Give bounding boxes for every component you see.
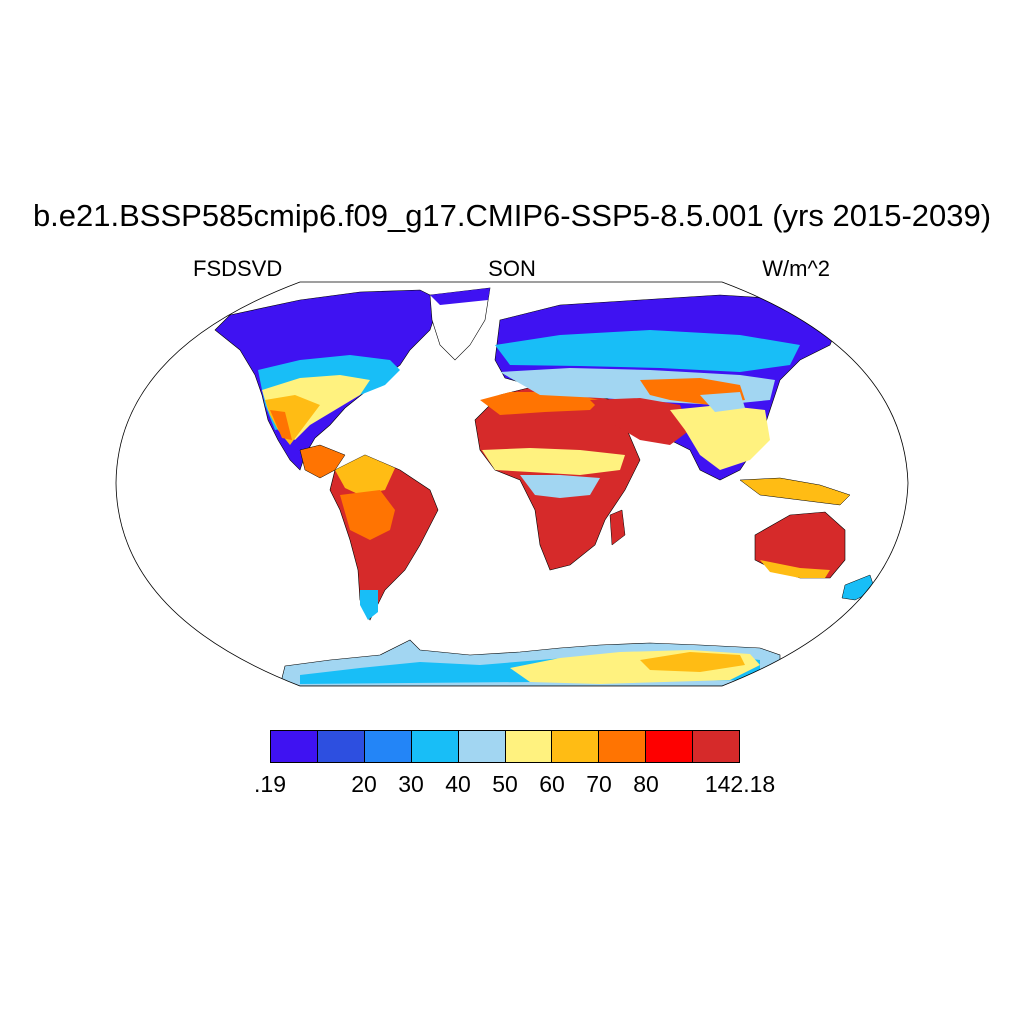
africa-south-central <box>535 500 600 555</box>
season-label: SON <box>488 256 536 281</box>
mexico-west <box>270 410 292 440</box>
madagascar <box>609 509 626 546</box>
variable-label: FSDSVD <box>193 256 283 281</box>
south-asia <box>670 405 770 470</box>
colorbar-tick-label: 142.18 <box>704 771 776 797</box>
south-america-central <box>340 490 395 540</box>
greenland-coast <box>430 288 490 305</box>
colorbar-tick-label: 20 <box>351 771 377 797</box>
greenland <box>429 287 491 361</box>
australia-south-coast <box>760 560 830 578</box>
colorbar-tick-label: 30 <box>398 771 424 797</box>
colorbar-tick-label: .19 <box>254 771 286 797</box>
colorbar-tick-label: 80 <box>633 771 659 797</box>
tibet <box>700 392 745 412</box>
map-frame <box>115 281 909 687</box>
africa-equator <box>520 475 600 498</box>
colorbar-swatch <box>693 731 740 762</box>
units-label: W/m^2 <box>762 256 830 281</box>
colorbar-swatch <box>364 731 412 762</box>
colorbar-swatch <box>271 731 318 762</box>
colorbar-swatch <box>552 731 600 762</box>
eurasia-mid-band <box>495 330 800 372</box>
colorbar-swatch <box>458 731 506 762</box>
middle-east <box>590 398 690 445</box>
colorbar-tick-label: 60 <box>539 771 565 797</box>
maritime-continent <box>739 477 851 506</box>
antarctica-high-plateau <box>640 652 745 672</box>
colorbar-swatch <box>599 731 647 762</box>
africa-north-band <box>480 392 600 415</box>
colorbar-swatch <box>505 731 553 762</box>
north-america-southwest <box>265 395 320 445</box>
colorbar-swatch <box>411 731 459 762</box>
south-america-north <box>335 455 395 495</box>
colorbar-tick-label: 40 <box>445 771 471 797</box>
colorbar-tick-label: 50 <box>492 771 518 797</box>
colorbar-tick-label: 70 <box>586 771 612 797</box>
patagonia <box>360 590 378 620</box>
colorbar-swatch <box>317 731 365 762</box>
africa-sahel <box>482 448 625 475</box>
colorbar <box>270 730 740 763</box>
plot-title: b.e21.BSSP585cmip6.f09_g17.CMIP6-SSP5-8.… <box>32 198 992 233</box>
colorbar-swatch <box>646 731 694 762</box>
